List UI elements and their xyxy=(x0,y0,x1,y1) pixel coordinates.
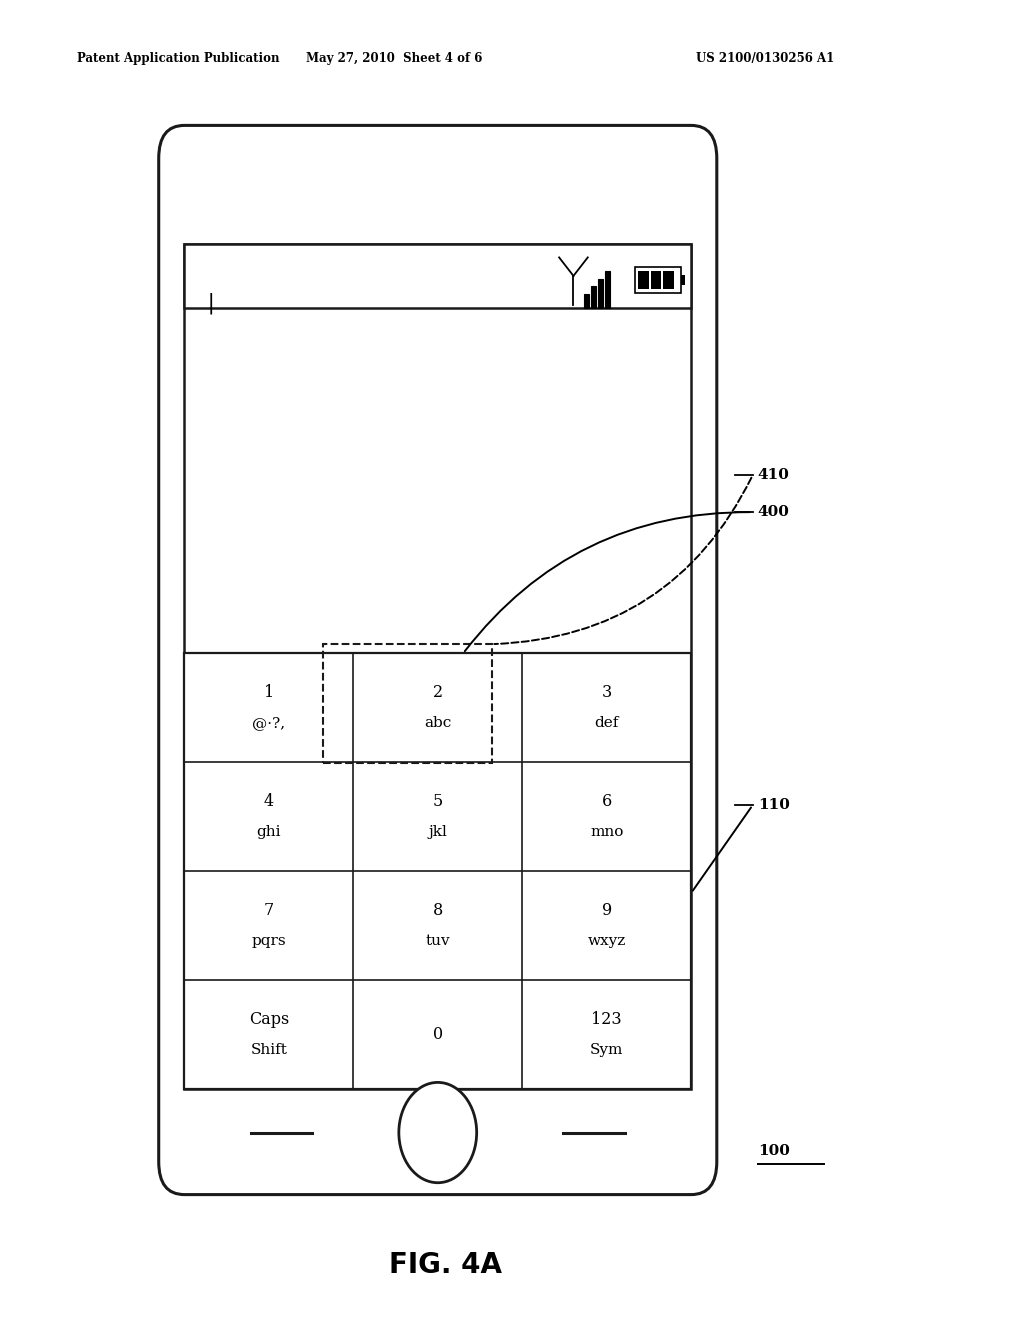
Text: Shift: Shift xyxy=(250,1043,288,1057)
Circle shape xyxy=(399,1082,476,1183)
Text: |: | xyxy=(205,293,217,314)
Text: 100: 100 xyxy=(758,1144,790,1158)
Text: 123: 123 xyxy=(592,1011,622,1028)
Text: ghi: ghi xyxy=(257,825,281,840)
Bar xyxy=(184,244,691,1089)
Bar xyxy=(598,279,603,308)
Text: 0: 0 xyxy=(433,1026,442,1043)
Text: Caps: Caps xyxy=(249,1011,289,1028)
Bar xyxy=(681,275,685,285)
Text: 7: 7 xyxy=(263,902,274,919)
Bar xyxy=(591,286,596,308)
Bar xyxy=(584,294,589,308)
Text: 410: 410 xyxy=(758,469,790,482)
Text: 9: 9 xyxy=(601,902,612,919)
Text: wxyz: wxyz xyxy=(588,933,626,948)
Text: jkl: jkl xyxy=(428,825,447,840)
Text: FIG. 4A: FIG. 4A xyxy=(389,1250,502,1279)
Text: tuv: tuv xyxy=(425,933,451,948)
Text: 3: 3 xyxy=(601,684,612,701)
Bar xyxy=(605,271,610,308)
Text: 5: 5 xyxy=(432,793,443,810)
Text: abc: abc xyxy=(424,715,452,730)
Bar xyxy=(323,644,492,763)
FancyBboxPatch shape xyxy=(159,125,717,1195)
Text: mno: mno xyxy=(590,825,624,840)
Text: 8: 8 xyxy=(432,902,443,919)
Text: 400: 400 xyxy=(758,506,790,519)
Text: May 27, 2010  Sheet 4 of 6: May 27, 2010 Sheet 4 of 6 xyxy=(306,51,482,65)
Bar xyxy=(635,267,681,293)
Bar xyxy=(650,271,662,289)
Text: @·?,: @·?, xyxy=(252,715,286,730)
Text: 2: 2 xyxy=(433,684,442,701)
Bar xyxy=(184,653,691,1089)
Bar xyxy=(184,244,691,308)
Text: 4: 4 xyxy=(264,793,273,810)
Text: 6: 6 xyxy=(601,793,612,810)
Bar xyxy=(638,271,648,289)
Text: pqrs: pqrs xyxy=(252,933,286,948)
Text: def: def xyxy=(595,715,618,730)
Text: 110: 110 xyxy=(758,799,790,812)
Text: Patent Application Publication: Patent Application Publication xyxy=(77,51,280,65)
Text: Sym: Sym xyxy=(590,1043,624,1057)
Bar xyxy=(664,271,674,289)
Text: 1: 1 xyxy=(263,684,274,701)
Text: US 2100/0130256 A1: US 2100/0130256 A1 xyxy=(696,51,835,65)
